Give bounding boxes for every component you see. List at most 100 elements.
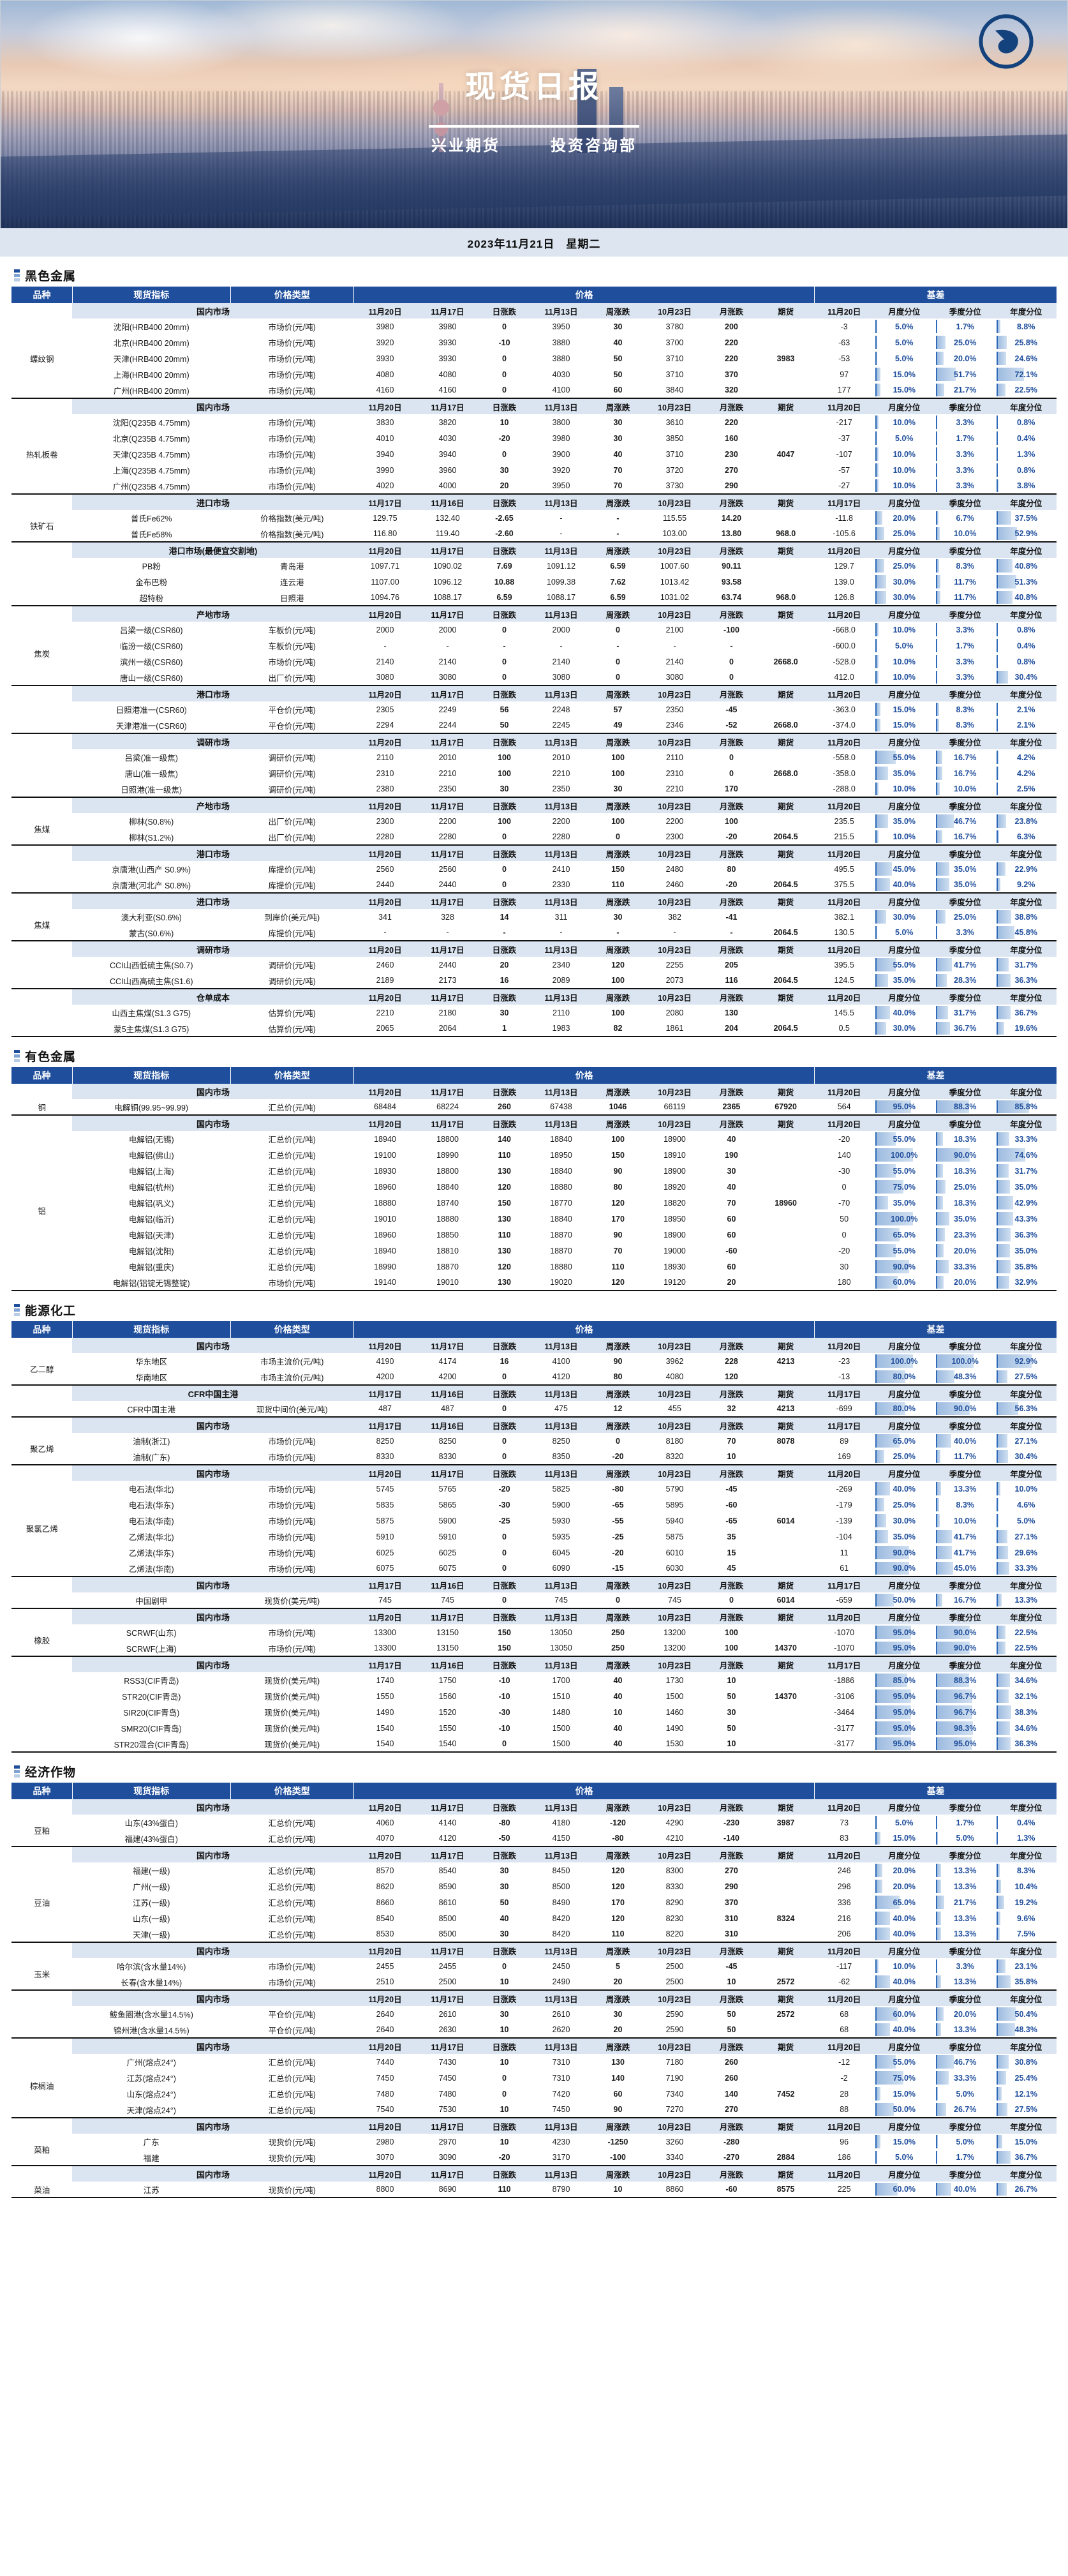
value-date0: - [383,641,387,650]
market-label: 国内市场 [72,1465,354,1481]
year-percentile: 1.3% [995,446,1057,462]
quarter-percentile: 3.3% [935,1958,995,1974]
indicator-name: 电解铝(沈阳) [128,1247,174,1256]
basis-value: -217 [836,417,852,427]
col-futures: 期货 [757,686,815,701]
col-futures: 期货 [757,1609,815,1624]
value-month-chg: 50 [727,2025,736,2034]
value-day-chg: -10 [498,1675,510,1685]
report-banner: 现货日报 兴业期货 投资咨询部 [0,0,1068,228]
futures-price-empty [757,1243,814,1259]
value-month-date: 8230 [665,1913,684,1923]
table-bottom-rule [11,1751,1057,1753]
market-label: 仓单成本 [72,989,354,1005]
value-month-chg: 116 [725,976,738,985]
col-week-chg: 周涨跌 [592,2039,644,2054]
category-cell [11,701,72,733]
col-futures: 期货 [757,2166,815,2182]
value-day-chg: 10 [500,2025,509,2034]
col-quarter-pct: 季度分位 [935,1386,996,1401]
shanghai-tower [577,69,597,153]
value-date0: 2305 [376,705,394,714]
col-date1: 11月17日 [416,1609,479,1624]
value-day-chg: 130 [498,1246,511,1255]
col-futures: 期货 [757,941,815,957]
basis-value: 216 [837,1913,851,1923]
subheader-spacer [11,2039,73,2054]
subheader-spacer [11,1418,73,1433]
col-futures: 期货 [757,1116,815,1131]
value-week-chg: 70 [613,481,623,490]
quarter-percentile: 96.7% [935,1688,995,1704]
value-date1: 2064 [438,1024,457,1033]
month-percentile: 15.0% [874,366,935,382]
value-date0: 2510 [376,1977,394,1986]
table-header-row: 品种 现货指标 价格类型 价格 基差 [11,1783,1057,1799]
basis-value: 412.0 [834,673,854,682]
value-week-date: 18840 [550,1134,572,1144]
futures-price: 8324 [776,1913,795,1923]
value-day-chg: 0 [502,1548,507,1557]
month-percentile: 10.0% [874,1958,935,1974]
col-year-pct: 年度分位 [995,1991,1057,2006]
year-percentile: 0.8% [995,654,1057,670]
col-day-chg: 日涨跌 [478,798,530,813]
futures-price-empty [757,2070,814,2086]
col-futures: 期货 [757,606,815,622]
value-week-date: 18770 [550,1198,572,1208]
month-percentile: 55.0% [874,1163,935,1179]
value-date0: 18940 [374,1246,396,1255]
value-date0: 5745 [376,1484,394,1494]
category-cell [11,1672,72,1752]
value-month-date: 2110 [666,753,683,762]
value-date1: 3980 [438,322,457,331]
value-week-date: 7450 [552,2105,570,2114]
value-week-date: 2245 [552,721,570,730]
basis-value: -37 [838,433,850,443]
subheader-spacer [11,798,73,813]
value-month-chg: 170 [725,784,738,793]
indicator-name: CCI山西低硫主焦(S0.7) [109,961,193,970]
basis-value: -1070 [834,1628,855,1637]
value-month-chg: -20 [725,880,738,889]
table-header-row: 品种 现货指标 价格类型 价格 基差 [11,1067,1057,1084]
value-week-date: 3920 [552,465,570,475]
price-type-cell: 市场价(元/吨) [268,1453,316,1462]
futures-price-empty [757,1545,814,1561]
col-day-chg: 日涨跌 [478,941,530,957]
value-month-chg: 160 [725,433,738,443]
value-week-date: 7310 [552,2073,570,2083]
col-date1: 11月16日 [416,495,479,510]
value-week-date: 4100 [552,386,570,394]
futures-price-empty [757,1275,814,1291]
value-week-date: 4100 [552,1356,570,1366]
value-month-date: 3730 [665,481,684,490]
value-week-chg: -20 [612,1452,624,1461]
year-percentile: 30.8% [995,2054,1057,2070]
col-day-chg: 日涨跌 [478,686,530,701]
basis-value: -528.0 [833,657,856,666]
indicator-port: 青岛港 [280,562,304,571]
col-date1: 11月16日 [416,1386,479,1401]
value-week-chg: 110 [611,1262,625,1271]
section-header-energy: 能源化工 [11,1298,1057,1321]
month-percentile: 10.0% [874,446,935,462]
value-month-date: 3080 [665,673,684,682]
col-basis-date: 11月20日 [814,1338,874,1353]
value-month-date: 3700 [665,338,684,347]
price-type-cell: 汇总价(元/吨) [268,1135,316,1144]
value-date1: 18800 [436,1166,459,1176]
month-percentile: 25.0% [874,526,935,542]
col-quarter-pct: 季度分位 [935,303,996,318]
value-date0: 8250 [376,1436,394,1446]
value-month-chg: 220 [725,354,738,363]
price-type-cell: 市场价(元/吨) [268,1485,316,1494]
value-week-chg: - [616,529,619,538]
market-label: 调研市场 [72,941,354,957]
col-day-chg: 日涨跌 [478,1338,530,1353]
block-subheader: 国内市场 11月20日 11月17日 日涨跌 11月13日 周涨跌 10月23日 月涨跌 期货 1… [11,1991,1057,2006]
value-date0: 7450 [376,2073,394,2083]
table-row: 螺纹钢 沈阳(HRB400 20mm) 市场价(元/吨) 3980 3980 0 3950 3… [11,318,1057,364]
value-week-chg: 0 [616,625,620,634]
col-date0: 11月17日 [353,1418,417,1433]
